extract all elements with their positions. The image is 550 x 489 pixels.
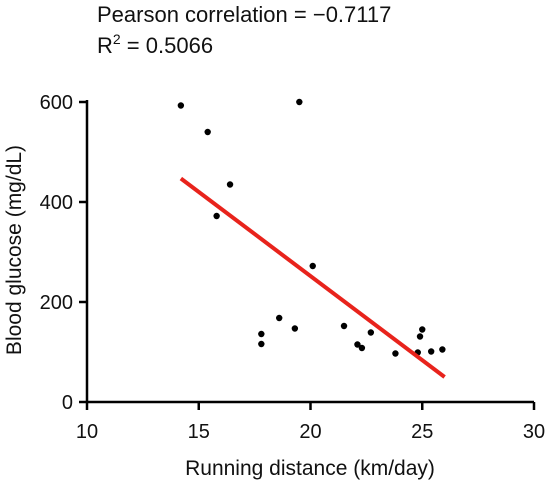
y-tick-marks — [79, 100, 87, 404]
y-tick-labels: 0 200 400 600 — [40, 92, 73, 414]
x-tick-label: 15 — [188, 421, 210, 443]
data-point — [177, 102, 185, 109]
data-point — [354, 341, 361, 348]
x-tick-label: 30 — [523, 421, 545, 443]
y-tick-label: 600 — [40, 92, 73, 114]
data-point — [258, 330, 265, 338]
x-axis: 10 15 20 25 30 — [76, 400, 545, 443]
y-tick-label: 400 — [40, 192, 73, 214]
r-squared-value: = 0.5066 — [121, 33, 213, 58]
pearson-correlation-label: Pearson correlation = −0.7117 — [97, 2, 391, 27]
regression-line — [179, 176, 446, 379]
data-point — [226, 181, 234, 188]
y-tick-label: 0 — [62, 392, 73, 414]
data-point — [367, 329, 375, 336]
data-point — [296, 98, 303, 106]
x-tick-label: 20 — [299, 421, 321, 443]
data-point — [340, 322, 348, 330]
x-tick-label: 25 — [411, 421, 433, 443]
r-squared-label: R2 = 0.5066 — [97, 31, 213, 58]
r-squared-superscript: 2 — [113, 31, 121, 47]
data-point — [419, 326, 426, 333]
data-point — [213, 212, 220, 220]
y-axis-label: Blood glucose (mg/dL) — [3, 145, 26, 355]
data-point — [291, 325, 299, 332]
data-point — [276, 314, 283, 322]
data-points — [177, 98, 446, 357]
data-point — [416, 333, 424, 340]
x-axis-label: Running distance (km/day) — [185, 457, 435, 480]
data-point — [439, 346, 446, 353]
data-point — [427, 348, 435, 355]
r-squared-symbol: R — [97, 33, 113, 58]
data-point — [358, 344, 366, 352]
data-point — [392, 350, 399, 357]
regression-line-group — [179, 176, 446, 379]
data-point — [258, 340, 265, 348]
x-tick-marks — [85, 402, 536, 410]
data-point — [309, 262, 316, 270]
x-tick-labels: 10 15 20 25 30 — [76, 421, 545, 443]
data-point — [204, 128, 211, 136]
y-tick-label: 200 — [40, 292, 73, 314]
x-tick-label: 10 — [76, 421, 98, 443]
y-axis: 0 200 400 600 — [40, 92, 89, 414]
